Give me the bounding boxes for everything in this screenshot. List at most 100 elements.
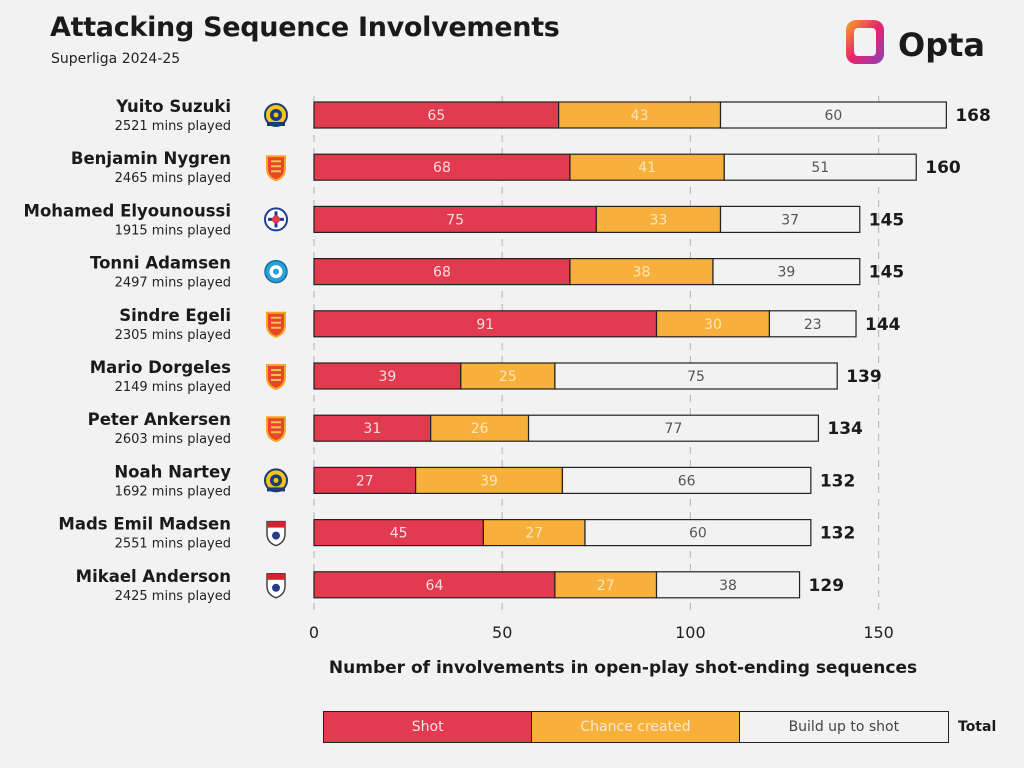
total-label: 132 (820, 471, 856, 491)
bar-build-up-label: 39 (777, 265, 795, 281)
opta-logo: Opta (846, 20, 985, 64)
player-name: Mohamed Elyounoussi (24, 201, 231, 220)
bar-shot (313, 153, 571, 181)
club-badge-nordsjaelland-icon (266, 364, 286, 391)
bar-build-up (561, 466, 812, 494)
bar-shot-label: 64 (426, 578, 444, 594)
club-badge-nordsjaelland-icon (266, 155, 286, 182)
bar-build-up (712, 258, 861, 286)
bar-chance-created (430, 414, 530, 442)
bar-build-up-label: 23 (804, 317, 822, 333)
total-label: 144 (865, 315, 901, 335)
player-minutes: 2603 mins played (115, 432, 231, 447)
bar-shot (313, 362, 462, 390)
bar-build-up-label: 38 (719, 578, 737, 594)
total-label: 168 (955, 106, 991, 126)
club-badge-agf-icon (266, 520, 286, 547)
bar-chance-created (655, 310, 771, 338)
bar-chance-created (569, 153, 725, 181)
player-name: Tonni Adamsen (90, 254, 231, 273)
bar-shot (313, 414, 432, 442)
total-label: 145 (869, 210, 905, 230)
player-minutes: 2521 mins played (115, 119, 231, 134)
club-badge-agf-icon (266, 573, 286, 599)
club-badge-copenhagen-icon (264, 207, 288, 232)
player-name: Mads Emil Madsen (58, 515, 231, 534)
bar-shot-label: 68 (433, 160, 451, 176)
bar-build-up (719, 101, 947, 129)
bar-build-up-label: 66 (678, 473, 696, 489)
bar-chance-created-label: 30 (704, 317, 722, 333)
bar-build-up (584, 518, 812, 547)
legend: Shot Chance created Build up to shot (323, 711, 949, 743)
bar-shot-label: 75 (446, 212, 464, 228)
legend-item-chance-created: Chance created (532, 712, 740, 742)
bar-shot-label: 45 (390, 526, 408, 542)
bar-chance-created-label: 27 (525, 526, 543, 542)
player-minutes: 1915 mins played (115, 223, 231, 238)
bar-shot (313, 310, 658, 338)
bar-shot-label: 27 (356, 473, 374, 489)
bar-shot (313, 466, 417, 494)
bar-chance-created-label: 33 (649, 212, 667, 228)
club-badge-brondby-icon (264, 103, 288, 127)
club-badge-silkeborg-icon (264, 259, 288, 284)
bar-chance-created-label: 41 (638, 160, 656, 176)
bar-shot-label: 91 (476, 317, 494, 333)
player-minutes: 1692 mins played (115, 484, 231, 499)
player-name: Benjamin Nygren (71, 149, 231, 168)
player-minutes: 2551 mins played (115, 537, 231, 552)
bar-chance-created (554, 571, 658, 599)
bar-chance-created (595, 205, 722, 233)
bar-build-up (768, 310, 857, 338)
player-minutes: 2497 mins played (115, 276, 231, 291)
bar-build-up (655, 571, 801, 599)
stacked-bar-chart: 0 50 100 150 Number of involvements in open-… (24, 96, 991, 678)
player-name: Yuito Suzuki (115, 97, 231, 116)
bar-shot-label: 31 (363, 421, 381, 437)
bar-build-up-label: 77 (665, 421, 683, 437)
club-badge-nordsjaelland-icon (266, 311, 286, 338)
bar-chance-created (415, 466, 564, 494)
bar-shot (313, 518, 484, 547)
total-label: 160 (925, 158, 961, 178)
bar-build-up-label: 60 (825, 108, 843, 124)
total-label: 129 (809, 576, 845, 596)
x-tick-label: 0 (309, 623, 319, 642)
bar-chance-created-label: 26 (471, 421, 489, 437)
player-minutes: 2305 mins played (115, 328, 231, 343)
bar-build-up-label: 51 (811, 160, 829, 176)
bar-build-up-label: 75 (687, 369, 705, 385)
bar-shot-label: 65 (427, 108, 445, 124)
bar-build-up (527, 414, 819, 442)
club-badge-brondby-icon (264, 468, 288, 493)
bar-chance-created-label: 27 (597, 578, 615, 594)
bar-chance-created (558, 101, 722, 129)
total-label: 139 (846, 367, 882, 387)
player-minutes: 2425 mins played (115, 589, 231, 604)
x-tick-label: 50 (492, 623, 512, 642)
bar-chance-created-label: 39 (480, 473, 498, 489)
legend-item-shot: Shot (324, 712, 533, 742)
player-name: Peter Ankersen (88, 410, 231, 429)
club-badge-nordsjaelland-icon (266, 416, 286, 443)
bar-chance-created-label: 38 (633, 265, 651, 281)
total-label: 132 (820, 524, 856, 544)
chart-subtitle: Superliga 2024-25 (51, 51, 181, 67)
player-name: Mikael Anderson (76, 567, 231, 586)
player-name: Noah Nartey (114, 462, 231, 481)
x-tick-label: 100 (675, 623, 706, 642)
player-name: Sindre Egeli (119, 306, 231, 325)
bar-chance-created-label: 25 (499, 369, 517, 385)
chart-title: Attacking Sequence Involvements (50, 12, 560, 43)
bar-build-up-label: 60 (689, 526, 707, 542)
bar-build-up (719, 205, 861, 233)
bar-build-up (554, 362, 838, 390)
player-minutes: 2465 mins played (115, 171, 231, 186)
bar-shot (313, 258, 571, 286)
bar-shot-label: 39 (378, 369, 396, 385)
bar-build-up-label: 37 (781, 212, 799, 228)
player-minutes: 2149 mins played (115, 380, 231, 395)
opta-wordmark: Opta (898, 26, 985, 64)
player-name: Mario Dorgeles (90, 358, 231, 377)
